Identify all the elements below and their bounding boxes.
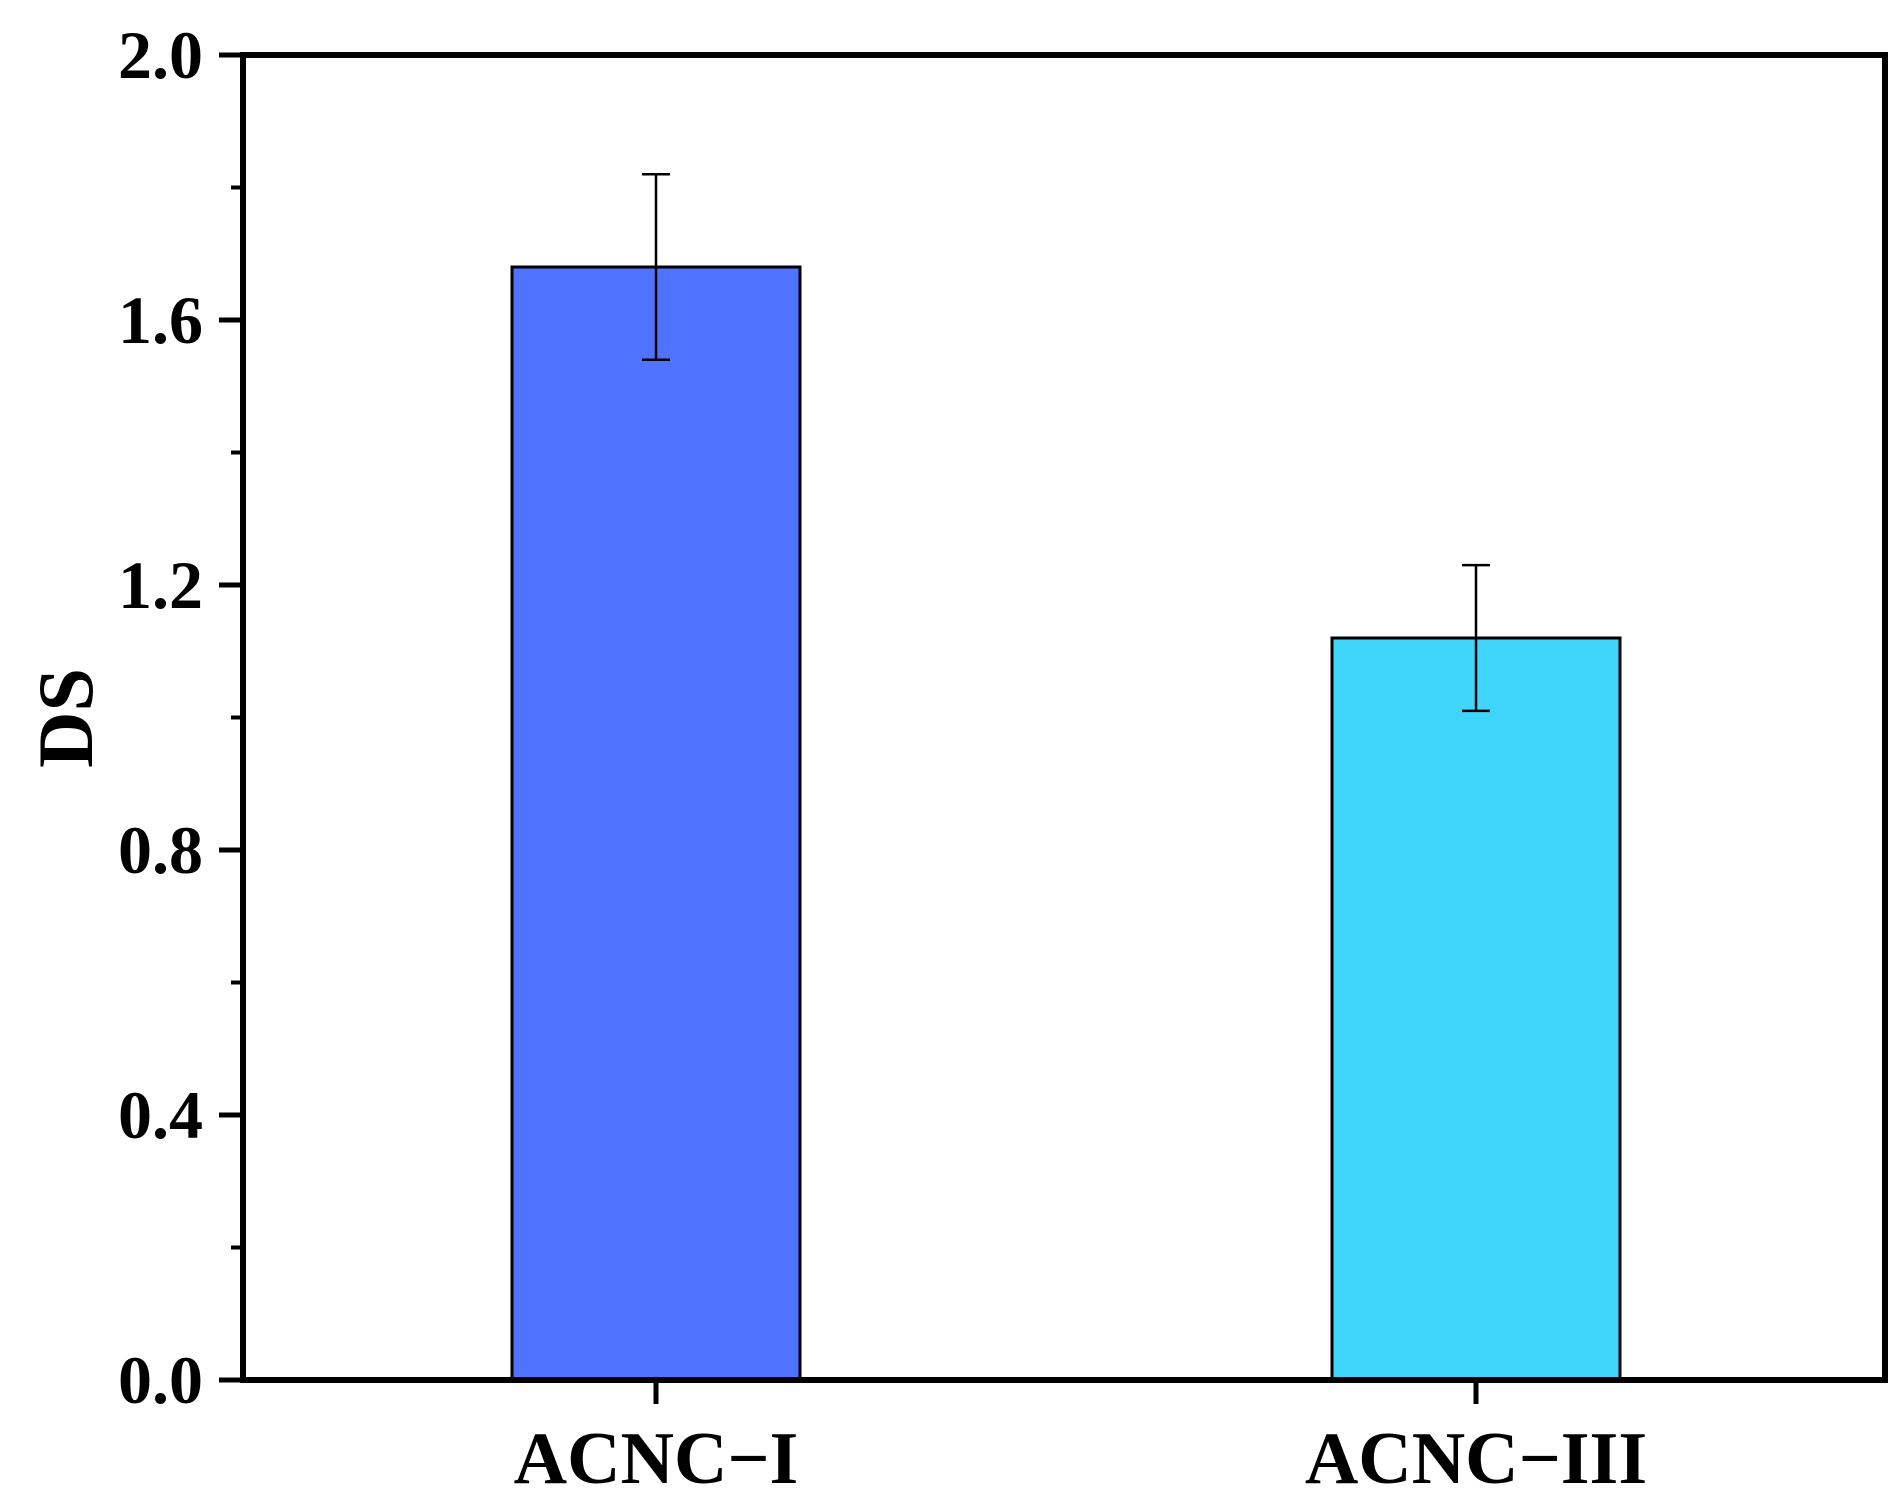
y-tick-label-2: 0.8	[118, 812, 203, 888]
x-axis: ACNC−I ACNC−III	[514, 1380, 1647, 1497]
bar-2	[1330, 636, 1622, 1382]
y-axis: 0.0 0.4 0.8 1.2 1.6 2.0	[118, 17, 243, 1418]
y-tick-label-1: 0.4	[118, 1077, 203, 1153]
y-tick-label-0: 0.0	[118, 1342, 203, 1418]
y-tick-label-3: 1.2	[118, 547, 203, 623]
x-tick-label-1: ACNC−I	[514, 1418, 799, 1497]
bar-1	[510, 265, 802, 1382]
error-bars-layer	[642, 173, 1490, 713]
bars-layer	[510, 265, 1622, 1382]
y-tick-label-5: 2.0	[118, 17, 203, 93]
plot-frame	[240, 52, 1888, 1383]
x-tick-label-2: ACNC−III	[1305, 1418, 1647, 1497]
y-axis-label: DS	[22, 668, 109, 768]
y-tick-label-4: 1.6	[118, 282, 203, 358]
